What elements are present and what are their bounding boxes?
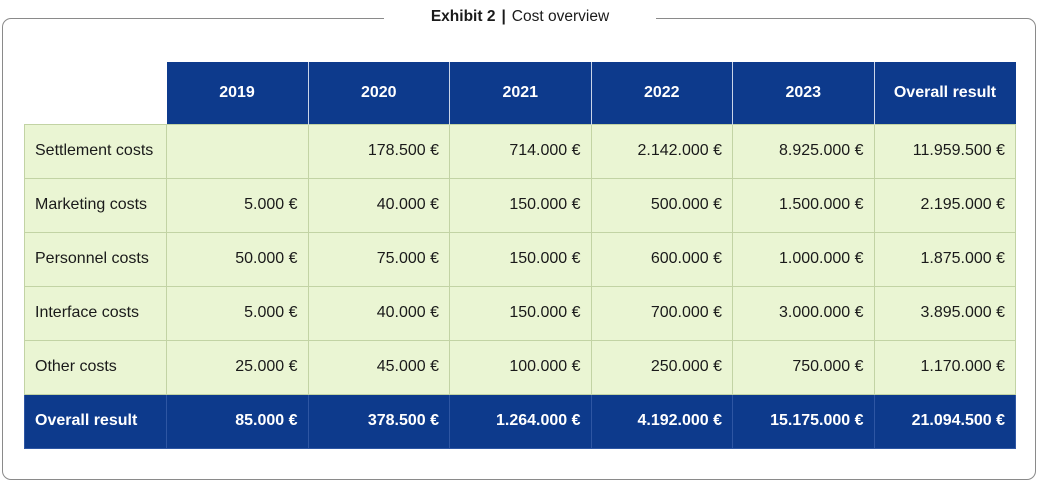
table-cell: 250.000 € [590, 339, 733, 395]
table-cell: 1.000.000 € [732, 231, 875, 287]
header-cell: 2019 [166, 62, 308, 124]
total-cell: 21.094.500 € [873, 393, 1016, 449]
table-cell: 100.000 € [449, 339, 592, 395]
header-cell: Overall result [873, 62, 1016, 124]
table-cell: 11.959.500 € [873, 123, 1016, 179]
total-cell: 1.264.000 € [449, 393, 592, 449]
exhibit-separator: | [501, 8, 506, 25]
header-cell: 2020 [307, 62, 450, 124]
table-cell: 5.000 € [166, 285, 309, 341]
table-row: Other costs 25.000 € 45.000 € 100.000 € … [24, 339, 1016, 395]
cost-table: 2019 2020 2021 2022 2023 Overall result … [24, 62, 1016, 449]
row-label: Other costs [24, 339, 167, 395]
table-cell: 150.000 € [449, 285, 592, 341]
table-cell: 3.895.000 € [873, 285, 1016, 341]
table-cell: 750.000 € [732, 339, 875, 395]
header-cell: 2022 [590, 62, 733, 124]
header-corner [24, 62, 167, 124]
table-cell: 1.500.000 € [732, 177, 875, 233]
total-label: Overall result [24, 393, 167, 449]
total-cell: 4.192.000 € [590, 393, 733, 449]
row-label: Settlement costs [24, 123, 167, 179]
table-cell: 714.000 € [449, 123, 592, 179]
row-label: Interface costs [24, 285, 167, 341]
table-cell: 1.875.000 € [873, 231, 1016, 287]
table-cell: 178.500 € [307, 123, 450, 179]
table-cell: 150.000 € [449, 231, 592, 287]
table-cell: 600.000 € [590, 231, 733, 287]
table-cell: 40.000 € [307, 285, 450, 341]
table-cell: 2.142.000 € [590, 123, 733, 179]
row-label: Personnel costs [24, 231, 167, 287]
table-row: Settlement costs 178.500 € 714.000 € 2.1… [24, 123, 1016, 179]
total-cell: 15.175.000 € [732, 393, 875, 449]
header-cell: 2021 [449, 62, 591, 124]
table-body: Settlement costs 178.500 € 714.000 € 2.1… [24, 123, 1016, 449]
table-cell [166, 123, 309, 179]
table-cell: 3.000.000 € [732, 285, 875, 341]
table-cell: 5.000 € [166, 177, 309, 233]
table-row: Interface costs 5.000 € 40.000 € 150.000… [24, 285, 1016, 341]
total-cell: 378.500 € [307, 393, 450, 449]
table-cell: 75.000 € [307, 231, 450, 287]
table-cell: 150.000 € [449, 177, 592, 233]
table-cell: 1.170.000 € [873, 339, 1016, 395]
table-cell: 700.000 € [590, 285, 733, 341]
total-row: Overall result 85.000 € 378.500 € 1.264.… [24, 393, 1016, 449]
exhibit-label: Exhibit 2 [430, 8, 496, 25]
table-cell: 500.000 € [590, 177, 733, 233]
table-row: Marketing costs 5.000 € 40.000 € 150.000… [24, 177, 1016, 233]
table-cell: 40.000 € [307, 177, 450, 233]
table-cell: 2.195.000 € [873, 177, 1016, 233]
exhibit-title-text: Cost overview [511, 8, 610, 25]
table-header: 2019 2020 2021 2022 2023 Overall result [24, 62, 1016, 124]
table-cell: 25.000 € [166, 339, 309, 395]
table-cell: 50.000 € [166, 231, 309, 287]
exhibit-title: Exhibit 2 | Cost overview [384, 5, 656, 29]
total-cell: 85.000 € [166, 393, 309, 449]
table-row: Personnel costs 50.000 € 75.000 € 150.00… [24, 231, 1016, 287]
header-row: 2019 2020 2021 2022 2023 Overall result [24, 62, 1016, 124]
row-label: Marketing costs [24, 177, 167, 233]
table-cell: 45.000 € [307, 339, 450, 395]
table-cell: 8.925.000 € [732, 123, 875, 179]
header-cell: 2023 [732, 62, 874, 124]
